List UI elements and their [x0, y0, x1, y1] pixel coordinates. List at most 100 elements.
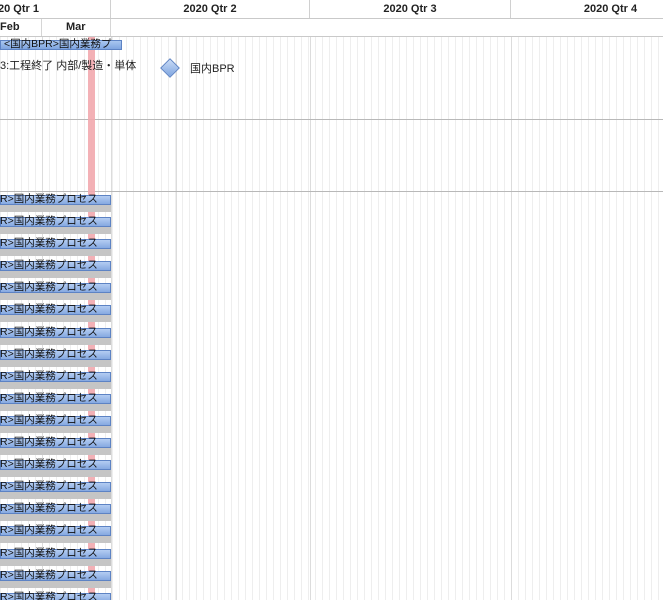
task-bar[interactable]: [0, 305, 111, 316]
task-bar-row: R>国内業務プロセス: [0, 392, 663, 414]
task-bar[interactable]: [0, 438, 111, 449]
task-bar-label: R>国内業務プロセス: [0, 546, 98, 559]
grid-line: [378, 37, 379, 600]
grid-line: [623, 37, 624, 600]
task-bar-label: R>国内業務プロセス: [0, 524, 98, 537]
grid-line: [154, 37, 155, 600]
grid-line: [182, 37, 183, 600]
task-bar[interactable]: [0, 327, 111, 338]
grid-line: [119, 37, 120, 600]
task-bar-shadow: [0, 533, 111, 544]
grid-line: [126, 37, 127, 600]
task-bar-row: R>国内業務プロセス: [0, 502, 663, 524]
grid-line: [196, 37, 197, 600]
task-bar-shadow: [0, 246, 111, 257]
task-bar[interactable]: [0, 415, 111, 426]
grid-line: [294, 37, 295, 600]
task-bar[interactable]: [0, 393, 111, 404]
task-bar-shadow: [0, 224, 111, 235]
quarter-header-q2: 2020 Qtr 2: [111, 0, 310, 18]
task-bar-shadow: [0, 467, 111, 478]
grid-line: [434, 37, 435, 600]
task-bar-label: R>国内業務プロセス: [0, 215, 98, 228]
task-bar[interactable]: [0, 460, 111, 471]
task-bar[interactable]: [0, 371, 111, 382]
task-bar-label: R>国内業務プロセス: [0, 281, 98, 294]
grid-line: [133, 37, 134, 600]
task-bar[interactable]: [0, 526, 111, 537]
task-bar[interactable]: [0, 195, 111, 205]
task-bar-row: R>国内業務プロセス: [0, 281, 663, 303]
grid-line: [497, 37, 498, 600]
task-bar-row: R>国内業務プロセス: [0, 259, 663, 281]
task-bar-label: R>国内業務プロセス: [0, 590, 98, 600]
grid-line: [532, 37, 533, 600]
grid-line: [574, 37, 575, 600]
grid-line: [301, 37, 302, 600]
grid-line-major: [310, 37, 311, 600]
grid-line: [644, 37, 645, 600]
task-bar[interactable]: [0, 217, 111, 228]
grid-line: [399, 37, 400, 600]
grid-line: [273, 37, 274, 600]
grid-line: [616, 37, 617, 600]
grid-line: [553, 37, 554, 600]
task-bar[interactable]: [0, 261, 111, 272]
grid-line: [490, 37, 491, 600]
summary-task-bar[interactable]: [0, 40, 122, 50]
summary-task-label: <国内BPR>国内業務プ: [4, 38, 112, 50]
month-header-row: Feb Mar: [0, 19, 663, 37]
task-bar-row: R>国内業務プロセス: [0, 348, 663, 370]
grid-line: [504, 37, 505, 600]
task-bar-label: R>国内業務プロセス: [0, 391, 98, 404]
grid-line: [406, 37, 407, 600]
task-bar-shadow: [0, 422, 111, 433]
month-header-mar: Mar: [42, 19, 111, 36]
grid-line: [630, 37, 631, 600]
grid-line: [476, 37, 477, 600]
task-bar-label: R>国内業務プロセス: [0, 369, 98, 382]
task-bar-row: R>国内業務プロセス: [0, 591, 663, 600]
grid-line: [287, 37, 288, 600]
grid-line: [385, 37, 386, 600]
row-separator: [0, 191, 663, 192]
grid-line: [266, 37, 267, 600]
task-bar-row: R>国内業務プロセス: [0, 547, 663, 569]
task-bar[interactable]: [0, 504, 111, 515]
grid-line: [560, 37, 561, 600]
task-bar-row: R>国内業務プロセス: [0, 303, 663, 325]
task-bar[interactable]: [0, 482, 111, 493]
task-bar[interactable]: [0, 239, 111, 250]
grid-line: [329, 37, 330, 600]
task-bar-shadow: [0, 489, 111, 500]
grid-line: [168, 37, 169, 600]
task-bar-label: R>国内業務プロセス: [0, 458, 98, 471]
task-bars-list: R>国内業務プロセス R>国内業務プロセス R>国内業務プロセス R>国内業務プロセス…: [0, 193, 663, 600]
grid-line: [469, 37, 470, 600]
grid-line: [637, 37, 638, 600]
grid-line: [567, 37, 568, 600]
grid-line: [595, 37, 596, 600]
task-bar-row: R>国内業務プロセス: [0, 569, 663, 591]
task-bar-shadow: [0, 356, 111, 367]
grid-line: [210, 37, 211, 600]
task-bar-row: R>国内業務プロセス: [0, 414, 663, 436]
task-bar-row: R>国内業務プロセス: [0, 326, 663, 348]
grid-line: [189, 37, 190, 600]
grid-line: [224, 37, 225, 600]
quarter-header-q4: 2020 Qtr 4: [511, 0, 663, 18]
task-bar[interactable]: [0, 548, 111, 559]
grid-line: [175, 37, 176, 600]
grid-line: [420, 37, 421, 600]
task-bar[interactable]: [0, 349, 111, 360]
grid-line: [147, 37, 148, 600]
task-bar[interactable]: [0, 570, 111, 581]
grid-line: [245, 37, 246, 600]
grid-line: [364, 37, 365, 600]
grid-line: [588, 37, 589, 600]
grid-line: [581, 37, 582, 600]
task-bar[interactable]: [0, 283, 111, 294]
grid-line-major: [176, 37, 177, 600]
task-bar[interactable]: [0, 592, 111, 600]
